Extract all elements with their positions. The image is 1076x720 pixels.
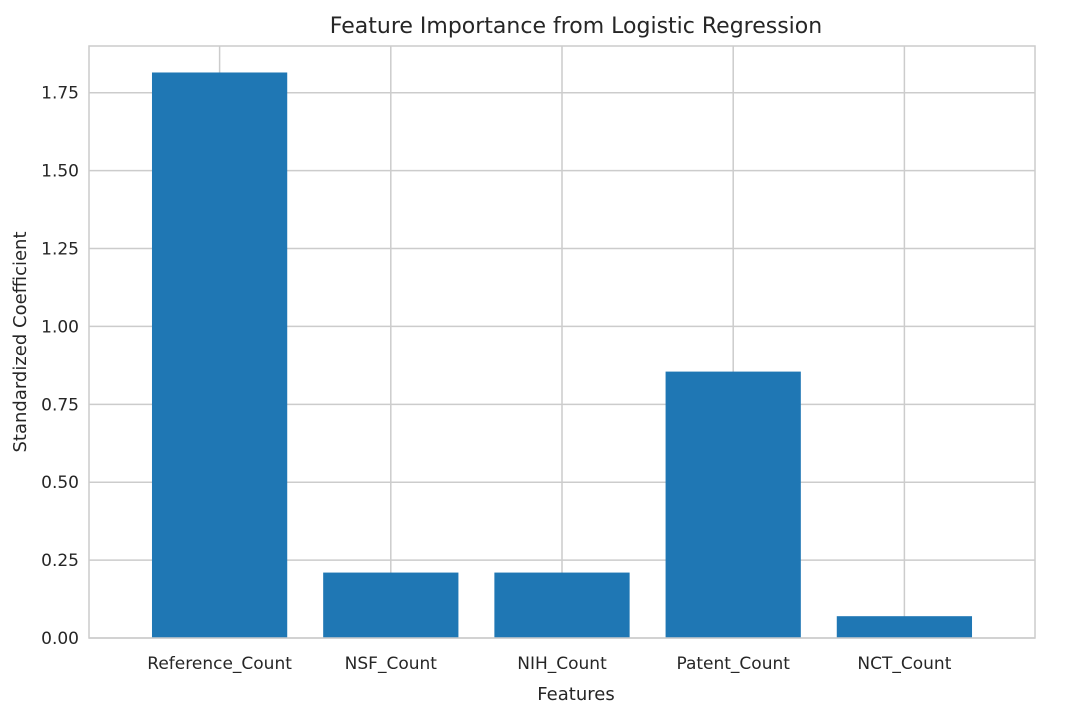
bar-nih-count <box>494 572 630 638</box>
plot-frame <box>88 45 1036 639</box>
bar-patent-count <box>665 371 801 638</box>
bar-reference-count <box>151 72 288 639</box>
bar-nsf-count <box>323 572 459 638</box>
x-tick-label: Patent_Count <box>676 654 790 674</box>
bar-nct-count <box>836 616 973 638</box>
y-tick-label: 0.50 <box>41 473 79 493</box>
x-axis-label: Features <box>537 684 614 705</box>
y-tick-label: 0.00 <box>41 629 79 649</box>
y-tick-label: 1.25 <box>41 240 79 260</box>
x-tick-label: NIH_Count <box>517 654 607 674</box>
y-tick-labels: 0.00 0.25 0.50 0.75 1.00 1.25 1.50 1.75 <box>41 84 79 649</box>
y-tick-label: 1.75 <box>41 84 79 104</box>
y-tick-label: 0.75 <box>41 395 79 415</box>
x-tick-label: Reference_Count <box>147 654 292 674</box>
y-tick-label: 0.25 <box>41 551 79 571</box>
x-tick-labels: Reference_Count NSF_Count NIH_Count Patent_… <box>147 654 951 674</box>
x-tick-label: NSF_Count <box>345 654 438 674</box>
chart-title: Feature Importance from Logistic Regress… <box>330 14 822 39</box>
x-tick-label: NCT_Count <box>857 654 951 674</box>
y-tick-label: 1.00 <box>41 317 79 337</box>
y-tick-label: 1.50 <box>41 162 79 182</box>
y-axis-label: Standardized Coefficient <box>10 231 31 452</box>
bars <box>151 72 973 639</box>
